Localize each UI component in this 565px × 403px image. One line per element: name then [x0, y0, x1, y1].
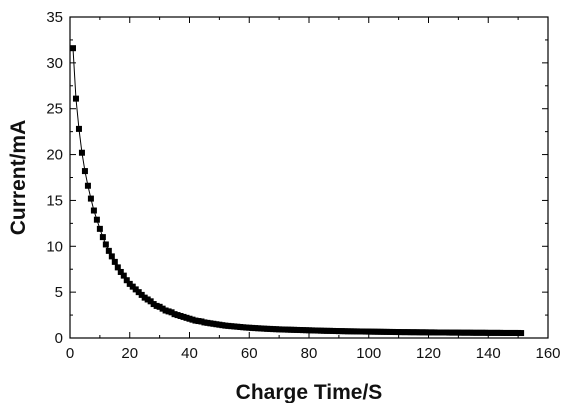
data-point	[87, 195, 94, 202]
data-point	[84, 182, 91, 189]
data-point	[78, 149, 85, 156]
y-axis-title: Current/mA	[7, 120, 30, 236]
x-tick-label: 40	[181, 345, 198, 362]
plot-area	[69, 45, 525, 337]
y-tick-label: 5	[55, 284, 63, 301]
x-tick-label: 120	[416, 345, 441, 362]
data-point	[123, 277, 130, 284]
x-tick-label: 80	[301, 345, 318, 362]
x-tick-label: 20	[121, 345, 138, 362]
axes: 0 20 40 60 80 100 120 140 160 0 5 10 15 20 25 30 35	[46, 9, 560, 362]
y-tick-label: 20	[46, 147, 63, 164]
data-point	[108, 253, 115, 260]
data-point	[114, 264, 121, 271]
data-point	[81, 168, 88, 175]
x-axis-title: Charge Time/S	[236, 381, 383, 403]
data-point	[90, 207, 97, 214]
y-tick-label: 25	[46, 101, 63, 118]
data-point	[99, 234, 106, 241]
x-tick-label: 140	[476, 345, 501, 362]
x-tick-label: 0	[66, 345, 74, 362]
data-point	[105, 247, 112, 254]
data-point	[69, 45, 76, 52]
x-tick-label: 100	[356, 345, 381, 362]
y-tick-label: 35	[46, 9, 63, 26]
data-point	[75, 125, 82, 132]
data-point	[102, 241, 109, 248]
data-point	[117, 268, 124, 275]
data-point	[96, 225, 103, 232]
data-point	[120, 272, 127, 279]
x-tick-label: 60	[241, 345, 258, 362]
y-tick-label: 15	[46, 192, 63, 209]
data-point	[518, 330, 525, 337]
data-point	[111, 258, 118, 265]
y-tick-label: 30	[46, 55, 63, 72]
x-tick-label: 160	[535, 345, 560, 362]
data-point	[72, 95, 79, 102]
y-tick-label: 10	[46, 238, 63, 255]
y-tick-label: 0	[55, 330, 63, 347]
data-point	[93, 216, 100, 223]
